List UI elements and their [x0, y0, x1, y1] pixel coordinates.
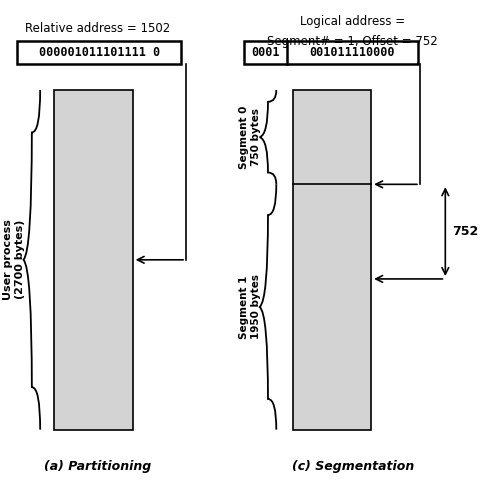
Text: Relative address = 1502: Relative address = 1502	[26, 22, 170, 35]
Text: Segment 0
750 bytes: Segment 0 750 bytes	[239, 105, 261, 169]
Bar	[17, 41, 182, 64]
Text: Segment# = 1, Offset = 752: Segment# = 1, Offset = 752	[267, 35, 438, 48]
Bar	[244, 41, 417, 64]
Text: 001011110000: 001011110000	[310, 46, 395, 59]
Text: 0001: 0001	[251, 46, 280, 59]
Text: 000001011101111 0: 000001011101111 0	[39, 46, 160, 59]
Text: Logical address =: Logical address =	[300, 14, 405, 28]
Text: (c) Segmentation: (c) Segmentation	[292, 460, 414, 473]
Bar	[293, 90, 371, 430]
Bar	[54, 90, 133, 430]
Text: User process
(2700 bytes): User process (2700 bytes)	[3, 219, 25, 300]
Text: 752: 752	[452, 225, 479, 238]
Text: (a) Partitioning: (a) Partitioning	[44, 460, 152, 473]
Text: Segment 1
1950 bytes: Segment 1 1950 bytes	[239, 274, 261, 340]
